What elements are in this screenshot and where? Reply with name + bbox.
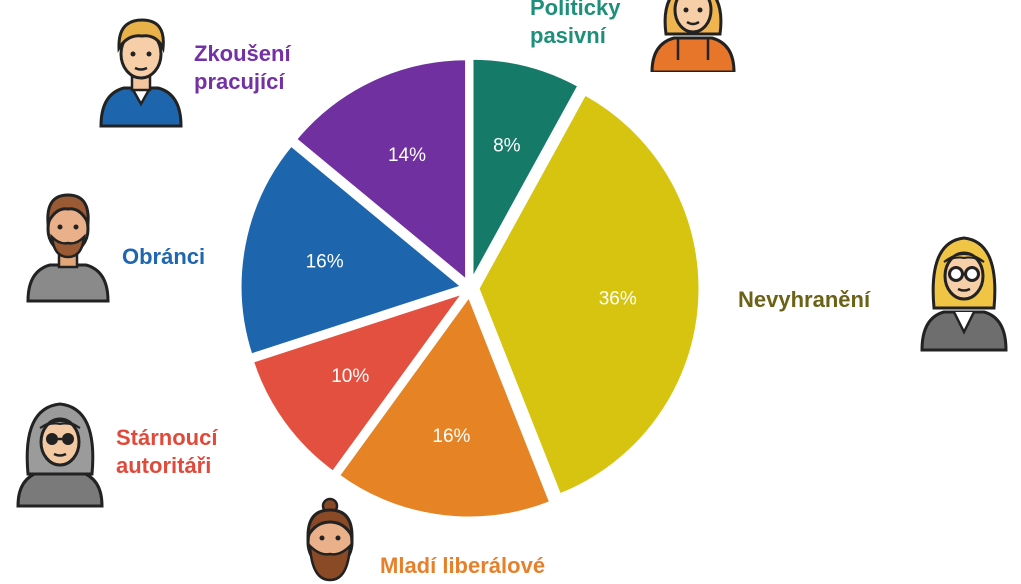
pie-slice: [238, 142, 466, 357]
old-woman-sunglasses-avatar-icon: [16, 402, 104, 508]
pie-slice: [476, 91, 702, 497]
pie-slice: [293, 57, 469, 284]
label-line: Politicky: [530, 0, 621, 20]
pie-slice: [470, 56, 581, 281]
slice-value-label: 14%: [388, 145, 426, 166]
woman-orange-top-avatar-icon: [650, 0, 736, 72]
slice-value-label: 16%: [432, 426, 470, 447]
label-obranci: Obránci: [122, 243, 205, 271]
label-politicky-pasivni: Politicky pasivní: [530, 0, 620, 50]
label-starnouci-autoritari: Stárnoucí autoritáři: [116, 424, 217, 480]
pie-value-labels: 8% 36% 16% 10% 16% 14%: [306, 136, 637, 447]
bearded-man-grey-shirt-avatar-icon: [26, 193, 110, 303]
young-man-polo-avatar-icon: [99, 18, 183, 128]
label-line: pasivní: [530, 23, 606, 48]
pie-slice: [250, 289, 468, 475]
label-line: Obránci: [122, 244, 206, 269]
woman-glasses-suit-avatar-icon: [920, 236, 1008, 352]
label-zkouseni-pracujici: Zkoušení pracující: [194, 40, 291, 96]
label-line: pracující: [194, 69, 285, 94]
label-line: Nevyhranění: [738, 287, 871, 312]
bearded-man-bun-avatar-icon: [306, 497, 354, 582]
slice-value-label: 8%: [493, 136, 521, 157]
label-mladi-liberalove: Mladí liberálové: [380, 552, 545, 580]
slice-value-label: 16%: [306, 251, 344, 272]
label-line: autoritáři: [116, 453, 212, 478]
pie-slice: [336, 292, 553, 520]
label-line: Zkoušení: [194, 41, 291, 66]
label-line: Stárnoucí: [116, 425, 218, 450]
slice-value-label: 36%: [599, 288, 637, 309]
slice-value-label: 10%: [331, 366, 369, 387]
label-line: Mladí liberálové: [380, 553, 546, 578]
label-nevyhraneni: Nevyhranění: [738, 286, 870, 314]
pie-slices: [238, 56, 702, 520]
